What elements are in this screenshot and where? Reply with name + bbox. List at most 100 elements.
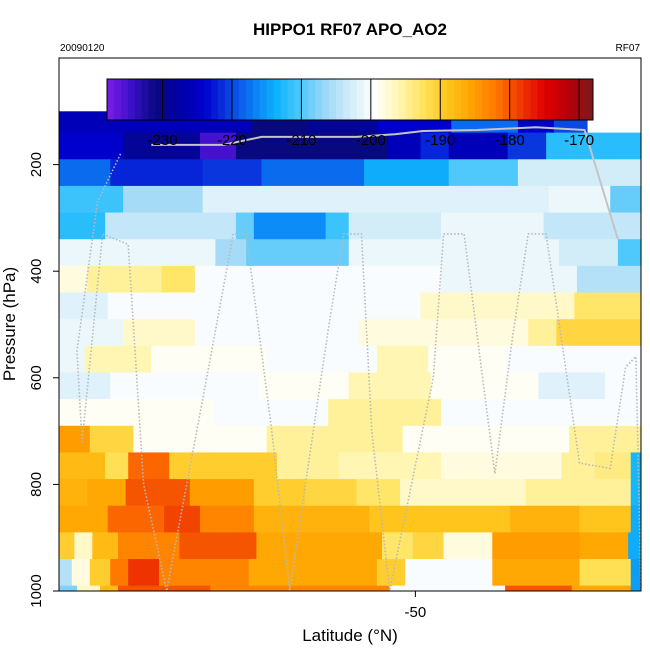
heatmap-cell-4-4 [325, 212, 350, 240]
x-axis: -50 [405, 591, 427, 621]
heatmap-cell-1-0 [59, 132, 124, 160]
y-axis-label: Pressure (hPa) [0, 267, 19, 381]
colorbar-swatch-38 [370, 79, 379, 120]
heatmap-cell-8-2 [194, 319, 360, 347]
heatmap-cell-2-2 [202, 159, 262, 187]
heatmap-cell-12-5 [569, 425, 642, 453]
heatmap-cell-3-1 [123, 185, 203, 213]
heatmap-cell-18-0 [59, 585, 78, 592]
colorbar-tick-label-3: -200 [356, 132, 386, 149]
heatmap-cell-8-0 [59, 319, 124, 347]
heatmap-cell-4-6 [441, 212, 544, 240]
colorbar-swatch-60 [523, 79, 531, 120]
heatmap-cell-11-2 [328, 399, 442, 427]
plot-frame [58, 57, 642, 592]
x-tick-label-0: -50 [405, 604, 427, 621]
colorbar-swatch-46 [426, 79, 434, 120]
colorbar-swatch-68 [579, 79, 587, 120]
heatmap-cell-1-8 [546, 132, 642, 160]
heatmap-cell-4-0 [59, 212, 106, 240]
heatmap-cell-18-5 [389, 585, 429, 592]
heatmap-cell-9-0 [59, 345, 86, 373]
colorbar-swatch-6 [148, 79, 156, 120]
colorbar-tick-label-2: -210 [286, 132, 316, 149]
heatmap-cell-13-9 [630, 452, 642, 480]
heatmap-cell-17-1 [71, 559, 91, 587]
colorbar-swatch-1 [113, 79, 122, 120]
heatmap-cell-7-2 [420, 292, 480, 320]
colorbar-swatch-41 [391, 79, 399, 120]
heatmap-cell-17-10 [579, 559, 632, 587]
heatmap-cell-15-3 [200, 505, 255, 533]
heatmap-cell-8-1 [123, 319, 196, 347]
heatmap-cell-17-2 [89, 559, 111, 587]
heatmap-cells [59, 111, 642, 592]
heatmap-cell-1-2 [200, 132, 237, 160]
colorbar: -230 -220 -210 -200 -190 -180 -170 [106, 78, 594, 149]
heatmap-cell-15-6 [510, 505, 580, 533]
colorbar-swatch-20 [245, 79, 254, 120]
colorbar-swatch-51 [461, 79, 469, 120]
heatmap-cell-9-6 [505, 345, 642, 373]
heatmap-cell-7-1 [107, 292, 421, 320]
heatmap-cell-17-0 [59, 559, 73, 587]
heatmap-cell-6-3 [194, 265, 442, 293]
heatmap-cell-15-0 [59, 505, 109, 533]
heatmap-cell-17-8 [405, 559, 493, 587]
colorbar-swatch-32 [329, 79, 337, 120]
colorbar-swatch-23 [266, 79, 275, 120]
colorbar-swatch-37 [363, 79, 372, 120]
colorbar-swatch-28 [301, 79, 309, 120]
heatmap-cell-13-1 [105, 452, 129, 480]
heatmap-cell-13-5 [338, 452, 442, 480]
y-tick-label-2: 600 [28, 365, 45, 390]
heatmap-cell-12-1 [89, 425, 134, 453]
colorbar-tick-label-6: -170 [564, 132, 594, 149]
heatmap-cell-13-3 [169, 452, 278, 480]
colorbar-frame [106, 78, 594, 121]
heatmap-cell-13-2 [128, 452, 170, 480]
colorbar-swatch-0 [107, 79, 115, 120]
colorbar-swatch-52 [468, 79, 476, 120]
heatmap-cell-16-11 [628, 532, 642, 560]
heatmap-cell-18-9 [630, 585, 642, 592]
colorbar-swatch-65 [558, 79, 566, 120]
colorbar-swatch-59 [516, 79, 524, 120]
heatmap-cell-10-3 [348, 372, 432, 400]
colorbar-swatch-66 [565, 79, 573, 120]
heatmap-cell-10-0 [59, 372, 111, 400]
heatmap-cell-2-0 [59, 159, 111, 187]
heatmap-cell-17-5 [158, 559, 250, 587]
flight-label: RF07 [616, 43, 641, 54]
heatmap-cell-16-0 [59, 532, 75, 560]
colorbar-swatch-5 [141, 79, 150, 120]
colorbar-swatch-30 [315, 79, 323, 120]
colorbar-swatch-27 [294, 79, 302, 120]
heatmap-cell-17-11 [630, 559, 642, 587]
colorbar-swatch-58 [509, 79, 518, 120]
heatmap-cell-14-7 [400, 479, 527, 507]
colorbar-swatch-11 [183, 79, 191, 120]
heatmap-cell-13-8 [594, 452, 632, 480]
colorbar-tick-label-4: -190 [425, 132, 455, 149]
heatmap-cell-12-3 [266, 425, 403, 453]
heatmap-cell-15-4 [253, 505, 370, 533]
heatmap-cell-6-5 [576, 265, 642, 293]
heatmap-cell-1-1 [123, 132, 201, 160]
heatmap-cell-17-3 [110, 559, 129, 587]
colorbar-swatch-18 [231, 79, 240, 120]
heatmap-cell-10-5 [538, 372, 606, 400]
heatmap-cell-14-8 [525, 479, 632, 507]
heatmap-cell-5-5 [617, 239, 642, 267]
heatmap-cell-18-6 [428, 585, 506, 592]
heatmap-cell-8-4 [528, 319, 557, 347]
chart-title: HIPPO1 RF07 APO_AO2 [253, 20, 447, 39]
colorbar-swatch-8 [162, 79, 170, 120]
heatmap-cell-1-5 [420, 132, 450, 160]
heatmap-cell-18-1 [76, 585, 101, 592]
heatmap-cell-3-2 [202, 185, 550, 213]
colorbar-swatch-42 [398, 79, 406, 120]
heatmap-cell-5-1 [215, 239, 247, 267]
colorbar-swatch-33 [336, 79, 344, 120]
